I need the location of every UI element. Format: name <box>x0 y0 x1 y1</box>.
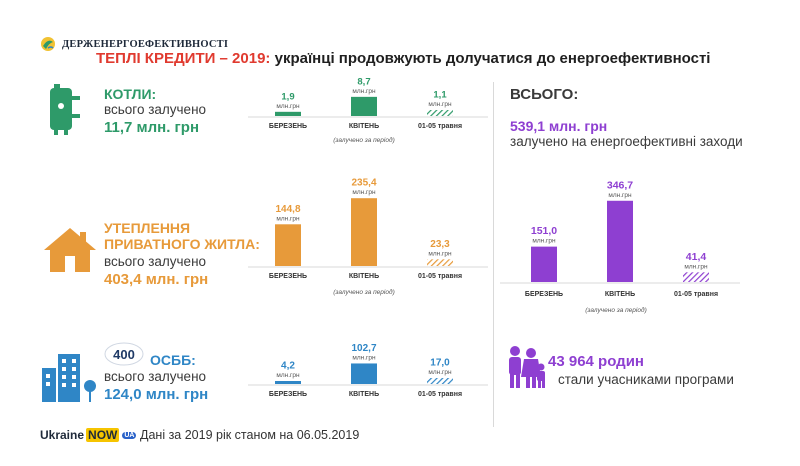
families-sub: стали учасниками програми <box>558 372 734 387</box>
bar-unit-label: млн.грн <box>276 372 300 379</box>
org-logo-icon <box>41 37 55 51</box>
brand-badge: UA <box>122 431 137 439</box>
bar-unit-label: млн.грн <box>428 250 452 257</box>
org-name: ДЕРЖЕНЕРГОЕФЕКТИВНОСТІ <box>62 38 229 50</box>
category-label: КВІТЕНЬ <box>349 391 379 398</box>
title-rest: українці продовжують долучатися до енерг… <box>270 50 711 67</box>
building-icon <box>42 354 96 402</box>
bar-value-label: 235,4 <box>351 178 376 189</box>
bar-value-label: 41,4 <box>686 251 707 263</box>
category-label: КВІТЕНЬ <box>349 273 379 280</box>
category-label: 01-05 травня <box>418 123 462 130</box>
brand-ukraine: Ukraine <box>40 428 85 442</box>
total-chart: млн.грн151,0БЕРЕЗЕНЬмлн.грн346,7КВІТЕНЬм… <box>500 179 740 314</box>
bar-unit-label: млн.грн <box>608 192 632 199</box>
bar-value-label: 1,1 <box>433 90 447 101</box>
insulation-chart: млн.грн144,8БЕРЕЗЕНЬмлн.грн235,4КВІТЕНЬм… <box>248 178 488 296</box>
footer-note: Дані за 2019 рік станом на 06.05.2019 <box>140 428 360 442</box>
category-label: КВІТЕНЬ <box>605 291 635 298</box>
ukraine-now-logo: Ukraine NOW UA <box>40 428 137 442</box>
category-label: БЕРЕЗЕНЬ <box>525 291 563 298</box>
family-icon <box>509 346 545 388</box>
count-badge: 400 <box>104 342 144 366</box>
bar-unit-label: млн.грн <box>276 103 300 110</box>
bar-value-label: 17,0 <box>430 358 450 369</box>
category-label: КВІТЕНЬ <box>349 123 379 130</box>
osbb-chart: млн.грн4,2БЕРЕЗЕНЬмлн.грн102,7КВІТЕНЬмлн… <box>248 343 488 398</box>
insulation-name-2: ПРИВАТНОГО ЖИТЛА: <box>104 236 260 252</box>
org-logo: ДЕРЖЕНЕРГОЕФЕКТИВНОСТІ <box>40 36 228 52</box>
bar-2 <box>607 200 633 282</box>
count-badge-label: 400 <box>113 347 135 362</box>
bar-1 <box>275 111 301 116</box>
osbb-name: ОСББ: <box>150 352 196 368</box>
bar-3 <box>427 259 453 266</box>
page-title: ТЕПЛІ КРЕДИТИ – 2019: українці продовжую… <box>96 50 710 67</box>
bar-value-label: 346,7 <box>607 179 633 191</box>
boilers-sub: всього залучено <box>104 102 207 117</box>
category-label: 01-05 травня <box>418 273 462 280</box>
osbb-sub: всього залучено <box>104 369 207 384</box>
total-value: 539,1 млн. грн <box>510 118 608 134</box>
period-note: (залучено за період) <box>333 136 394 144</box>
brand-now: NOW <box>86 428 120 442</box>
bar-unit-label: млн.грн <box>684 263 708 270</box>
title-accent: ТЕПЛІ КРЕДИТИ – 2019: <box>96 50 271 67</box>
period-note: (залучено за період) <box>333 288 394 296</box>
bar-2 <box>351 198 377 266</box>
category-label: БЕРЕЗЕНЬ <box>269 391 307 398</box>
bar-value-label: 23,3 <box>430 239 450 250</box>
bar-value-label: 102,7 <box>351 343 376 354</box>
osbb-total: 124,0 млн. грн <box>104 386 209 403</box>
house-icon <box>44 228 96 272</box>
bar-unit-label: млн.грн <box>352 354 376 361</box>
insulation-total: 403,4 млн. грн <box>104 271 209 288</box>
bar-value-label: 151,0 <box>531 225 557 237</box>
boiler-icon <box>50 84 80 135</box>
bar-2 <box>351 96 377 116</box>
bar-3 <box>683 272 709 282</box>
bar-value-label: 144,8 <box>275 204 300 215</box>
bar-unit-label: млн.грн <box>352 88 376 95</box>
bar-1 <box>531 246 557 282</box>
category-label: 01-05 травня <box>418 391 462 398</box>
families-value: 43 964 родин <box>548 353 644 370</box>
bar-1 <box>275 224 301 266</box>
bar-unit-label: млн.грн <box>532 238 556 245</box>
category-label: БЕРЕЗЕНЬ <box>269 123 307 130</box>
bar-unit-label: млн.грн <box>352 189 376 196</box>
bar-value-label: 1,9 <box>281 91 294 102</box>
bar-unit-label: млн.грн <box>276 215 300 222</box>
total-sub: залучено на енергоефективні заходи <box>510 134 743 149</box>
bar-value-label: 8,7 <box>357 76 370 87</box>
period-note: (залучено за період) <box>585 306 646 314</box>
bar-unit-label: млн.грн <box>428 369 452 376</box>
insulation-name-1: УТЕПЛЕННЯ <box>104 220 191 236</box>
bar-unit-label: млн.грн <box>428 101 452 108</box>
column-divider <box>493 82 494 427</box>
category-label: БЕРЕЗЕНЬ <box>269 273 307 280</box>
total-heading: ВСЬОГО: <box>510 86 579 103</box>
bar-2 <box>351 363 377 384</box>
boilers-total: 11,7 млн. грн <box>104 119 200 136</box>
boilers-chart: млн.грн1,9БЕРЕЗЕНЬмлн.грн8,7КВІТЕНЬмлн.г… <box>248 76 488 144</box>
bar-1 <box>275 381 301 384</box>
bar-value-label: 4,2 <box>281 361 295 372</box>
bar-3 <box>427 378 453 384</box>
bar-3 <box>427 110 453 116</box>
category-label: 01-05 травня <box>674 291 718 298</box>
insulation-sub: всього залучено <box>104 254 207 269</box>
boilers-name: КОТЛИ: <box>104 86 157 102</box>
